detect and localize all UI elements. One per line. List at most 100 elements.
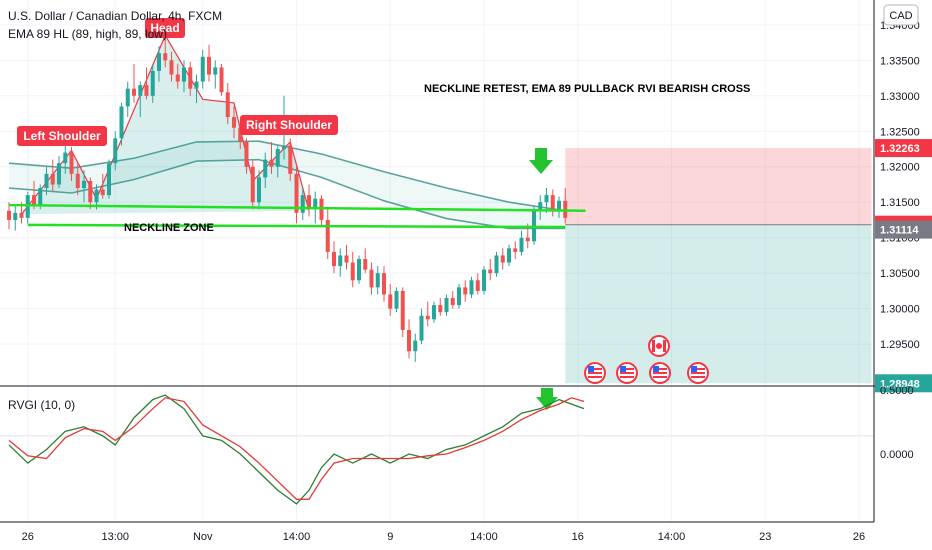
candle-body [19,212,24,218]
candle-body [294,173,299,213]
candle-body [250,166,255,203]
currency-button[interactable]: CAD [883,4,919,26]
rvgi-tick-zero: 0.0000 [880,449,914,461]
grid-lines [0,0,874,522]
left-shoulder-text: Left Shoulder [23,129,101,143]
price-tag [875,139,932,158]
candle-body [200,56,205,82]
candle-body [344,255,349,263]
price-tick-label: 1.30000 [880,304,920,316]
neckline-zone-text: NECKLINE ZONE [124,222,214,234]
candle-body [400,290,405,330]
annotations: Left Shoulder Head Right Shoulder NECKLI… [17,18,750,410]
candle-body [388,294,393,309]
left-shoulder-label: Left Shoulder [17,126,107,146]
candle-body [157,53,161,71]
symbol-legend[interactable]: U.S. Dollar / Canadian Dollar, 4h, FXCM [8,9,222,23]
legend[interactable]: U.S. Dollar / Canadian Dollar, 4h, FXCM … [8,9,222,412]
right-shoulder-label: Right Shoulder [240,115,338,135]
candle-body [225,92,230,118]
candle-body [182,67,186,82]
price-tick-label: 1.29500 [880,339,920,351]
canada-flag-icon[interactable] [648,335,670,357]
price-tick-label: 1.32500 [880,126,920,138]
ema-legend[interactable]: EMA 89 HL (89, high, 89, low) [8,27,167,41]
candle-body [288,145,293,174]
candle-body [525,237,530,242]
time-tick-label: 14:00 [470,531,498,543]
candle-body [207,56,211,75]
price-tick-label: 1.31500 [880,197,920,209]
price-tag-text: 1.32263 [880,143,920,155]
candle-body [513,248,518,252]
us-flag-icon[interactable] [584,362,606,384]
candle-body [82,180,86,189]
time-axis[interactable]: 26 13:00 Nov 14:00 9 14:00 16 14:00 23 26 [22,531,866,543]
candle-body [394,290,399,309]
candle-body [419,315,424,341]
rvgi-line [8,394,585,505]
candle-body [488,269,493,274]
candle-body [13,212,18,220]
price-tag-text: 1.31114 [880,225,919,237]
candle-body [369,269,374,288]
candle-body [482,269,486,291]
candle-body [457,287,461,306]
candle-body [357,258,361,281]
candle-body [125,88,130,107]
candle-body [75,173,80,189]
currency-label: CAD [889,10,912,22]
candle-body [57,163,61,185]
rvgi-tick-top: 0.5000 [880,385,914,397]
candle-body [113,138,118,164]
candle-body [194,81,199,89]
candle-body [163,53,168,61]
candle-body [282,145,286,150]
candle-body [338,255,343,267]
candle-body [550,195,555,210]
candle-body [244,141,249,167]
candle-body [238,127,243,142]
candle-body [144,85,149,96]
candle-body [500,255,505,263]
candle-body [438,305,443,313]
candle-body [188,67,193,89]
time-tick-label: 26 [22,531,34,543]
us-flag-icon[interactable] [649,362,671,384]
candle-body [463,287,468,295]
price-axis[interactable]: 1.340001.335001.330001.325001.320001.315… [880,20,920,351]
candle-body [263,159,268,178]
candle-body [275,149,280,167]
candle-body [7,210,11,220]
candle-body [413,340,418,352]
candle-body [475,280,480,291]
pattern-fill [21,35,309,215]
head-label: Head [145,18,185,38]
candle-body [107,163,111,196]
trade-position[interactable] [565,148,872,384]
setup-text: NECKLINE RETEST, EMA 89 PULLBACK RVI BEA… [424,83,750,95]
time-tick-label: 26 [853,531,865,543]
candle-body [119,106,124,139]
candle-body [69,152,74,174]
candle-body [300,195,305,213]
candle-body [50,173,55,185]
neckline-lines[interactable] [8,203,586,229]
time-tick-label: 23 [759,531,771,543]
candle-body [150,70,155,96]
candle-body [519,237,524,252]
rvgi-legend[interactable]: RVGI (10, 0) [8,398,75,412]
us-flag-icon[interactable] [687,362,709,384]
rvgi-axis[interactable]: 0.5000 0.0000 [880,385,914,461]
us-flag-icon[interactable] [616,362,638,384]
candle-body [325,219,330,252]
candle-body [363,258,368,270]
arrow-down-icon [529,148,553,174]
candle-body [32,195,36,206]
rvgi-signal-line [8,397,585,500]
candle-body [44,173,49,189]
candle-body [38,188,43,206]
economic-events[interactable] [584,335,709,384]
time-tick-label: Nov [193,531,213,543]
